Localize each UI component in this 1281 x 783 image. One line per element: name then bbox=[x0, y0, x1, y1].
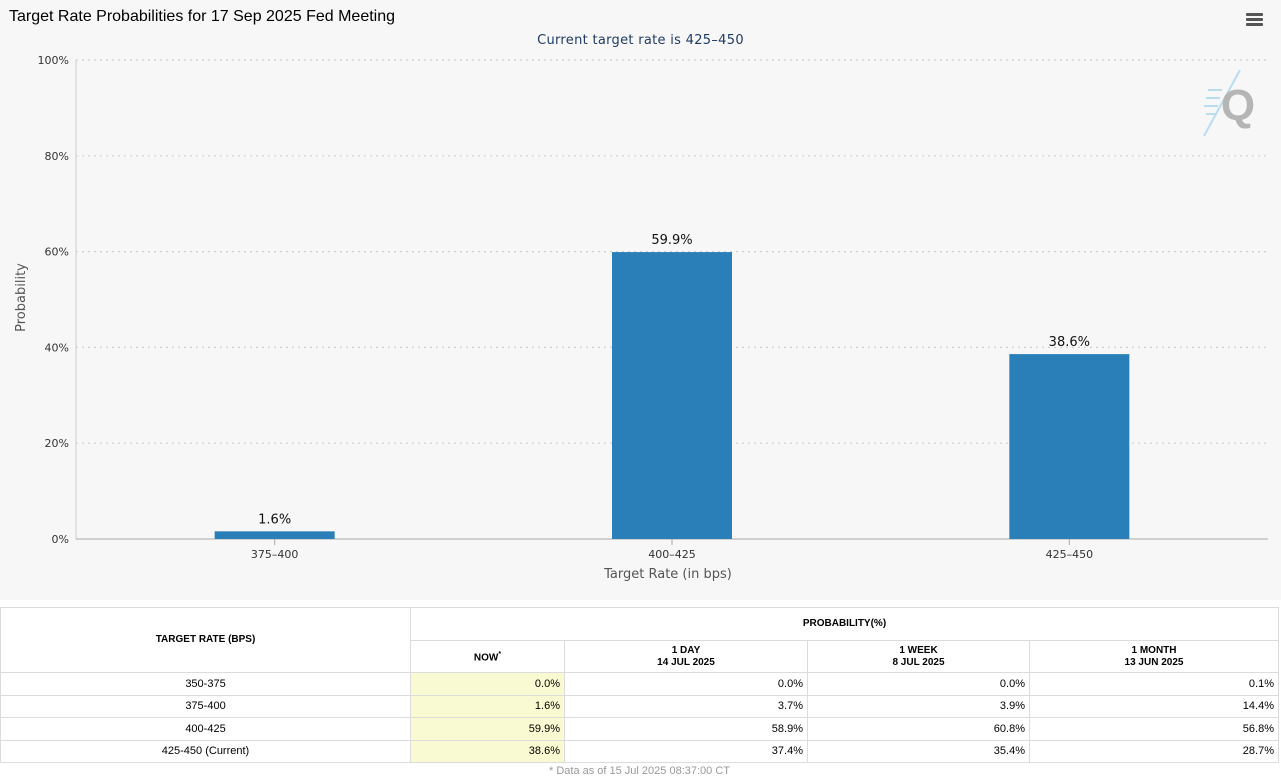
q-logo-icon: Q bbox=[1203, 69, 1255, 137]
value-cell: 0.0% bbox=[807, 672, 1030, 696]
probability-header: PROBABILITY(%) bbox=[410, 607, 1279, 641]
now-value-cell: 38.6% bbox=[410, 739, 565, 763]
bar bbox=[612, 252, 732, 540]
data-timestamp-footnote: * Data as of 15 Jul 2025 08:37:00 CT bbox=[548, 765, 730, 777]
chart-subtitle: Current target rate is 425–450 bbox=[537, 33, 744, 48]
table-row: 375-400 1.6% 3.7% 3.9% 14.4% bbox=[0, 694, 1279, 718]
data-label: 59.9% bbox=[651, 233, 692, 248]
rate-cell: 375-400 bbox=[0, 694, 411, 718]
column-header-1-day: 1 DAY 14 JUL 2025 bbox=[564, 640, 808, 673]
x-tick-label: 425–450 bbox=[1046, 548, 1094, 561]
y-axis-title: Probability bbox=[14, 263, 29, 332]
x-tick-label: 400–425 bbox=[648, 548, 696, 561]
rate-cell: 350-375 bbox=[0, 672, 411, 696]
now-value-cell: 0.0% bbox=[410, 672, 565, 696]
table-row: 350-375 0.0% 0.0% 0.0% 0.1% bbox=[0, 672, 1279, 696]
y-tick-label: 40% bbox=[45, 341, 69, 354]
y-tick-label: 0% bbox=[52, 533, 69, 546]
probability-table: TARGET RATE (BPS) PROBABILITY(%) NOW* 1 … bbox=[0, 607, 1279, 763]
table-row: 400-425 59.9% 58.9% 60.8% 56.8% bbox=[0, 717, 1279, 741]
value-cell: 58.9% bbox=[564, 717, 808, 741]
hamburger-menu-icon[interactable] bbox=[1243, 10, 1267, 30]
y-tick-label: 20% bbox=[45, 437, 69, 450]
column-header-1-week: 1 WEEK 8 JUL 2025 bbox=[807, 640, 1030, 673]
value-cell: 3.7% bbox=[564, 694, 808, 718]
value-cell: 56.8% bbox=[1029, 717, 1279, 741]
y-tick-label: 100% bbox=[38, 54, 69, 67]
value-cell: 37.4% bbox=[564, 739, 808, 763]
x-axis-title: Target Rate (in bps) bbox=[603, 567, 732, 582]
now-value-cell: 59.9% bbox=[410, 717, 565, 741]
value-cell: 3.9% bbox=[807, 694, 1030, 718]
y-tick-label: 80% bbox=[45, 150, 69, 163]
column-header-1-month: 1 MONTH 13 JUN 2025 bbox=[1029, 640, 1279, 673]
rate-cell: 400-425 bbox=[0, 717, 411, 741]
svg-text:Q: Q bbox=[1221, 81, 1255, 130]
value-cell: 14.4% bbox=[1029, 694, 1279, 718]
data-label: 38.6% bbox=[1049, 335, 1090, 350]
value-cell: 35.4% bbox=[807, 739, 1030, 763]
chart-area: 0% 20% 40% 60% 80% 100% 1.6% 375–400 59.9% 400–42… bbox=[9, 8, 1268, 582]
column-header-now: NOW* bbox=[410, 640, 565, 673]
table-row: 425-450 (Current) 38.6% 37.4% 35.4% 28.7… bbox=[0, 739, 1279, 763]
probability-bar-chart: 0% 20% 40% 60% 80% 100% 1.6% 375–400 59.9% 400–42… bbox=[14, 54, 1268, 582]
rate-cell: 425-450 (Current) bbox=[0, 739, 411, 763]
y-tick-label: 60% bbox=[45, 246, 69, 259]
value-cell: 0.1% bbox=[1029, 672, 1279, 696]
bar bbox=[214, 531, 335, 539]
bar bbox=[1009, 354, 1130, 539]
data-label: 1.6% bbox=[258, 512, 291, 527]
now-value-cell: 1.6% bbox=[410, 694, 565, 718]
value-cell: 60.8% bbox=[807, 717, 1030, 741]
page-title: Target Rate Probabilities for 17 Sep 202… bbox=[9, 8, 396, 25]
x-tick-label: 375–400 bbox=[251, 548, 299, 561]
rate-column-header: TARGET RATE (BPS) bbox=[0, 607, 411, 673]
value-cell: 0.0% bbox=[564, 672, 808, 696]
value-cell: 28.7% bbox=[1029, 739, 1279, 763]
